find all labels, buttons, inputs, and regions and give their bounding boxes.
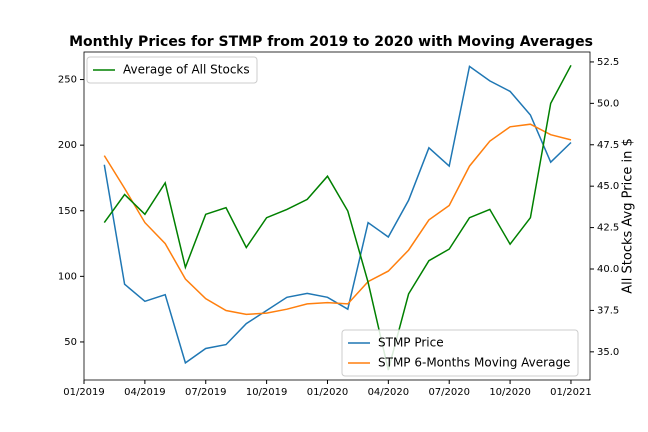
y-tick-label: 100: [58, 271, 77, 282]
y-tick-label: 250: [58, 75, 77, 86]
y-tick-label: 150: [58, 206, 77, 217]
y2-tick-label: 47.5: [597, 140, 619, 151]
y2-axis-label: All Stocks Avg Price in $: [621, 138, 636, 293]
y2-tick-label: 42.5: [597, 223, 619, 234]
chart-title: Monthly Prices for STMP from 2019 to 202…: [69, 34, 593, 50]
x-tick-label: 01/2020: [307, 387, 349, 398]
x-tick-label: 07/2020: [428, 387, 470, 398]
x-tick-label: 10/2020: [489, 387, 531, 398]
y2-tick-label: 37.5: [597, 305, 619, 316]
series-line: [103, 123, 572, 316]
x-tick-label: 07/2019: [185, 387, 227, 398]
x-tick-label: 01/2019: [63, 387, 105, 398]
y-tick-label: 200: [58, 140, 77, 151]
y-tick-label: 50: [64, 337, 77, 348]
legend-box: [86, 56, 258, 84]
series-line: [103, 65, 572, 365]
series-line: [103, 64, 572, 371]
y2-tick-label: 50.0: [597, 98, 619, 109]
legend-label: Average of All Stocks: [123, 63, 250, 77]
y2-tick-label: 35.0: [597, 347, 619, 358]
x-tick-label: 04/2019: [124, 387, 166, 398]
legend-box: [341, 329, 579, 377]
x-tick-label: 04/2020: [368, 387, 410, 398]
y2-tick-label: 45.0: [597, 181, 619, 192]
legend-label: STMP Price: [378, 336, 444, 350]
y2-tick-label: 52.5: [597, 57, 619, 68]
plot-frame: [83, 51, 591, 381]
x-tick-label: 10/2019: [246, 387, 288, 398]
y2-tick-label: 40.0: [597, 264, 619, 275]
legend-label: STMP 6-Months Moving Average: [378, 356, 570, 370]
x-tick-label: 01/2021: [550, 387, 592, 398]
